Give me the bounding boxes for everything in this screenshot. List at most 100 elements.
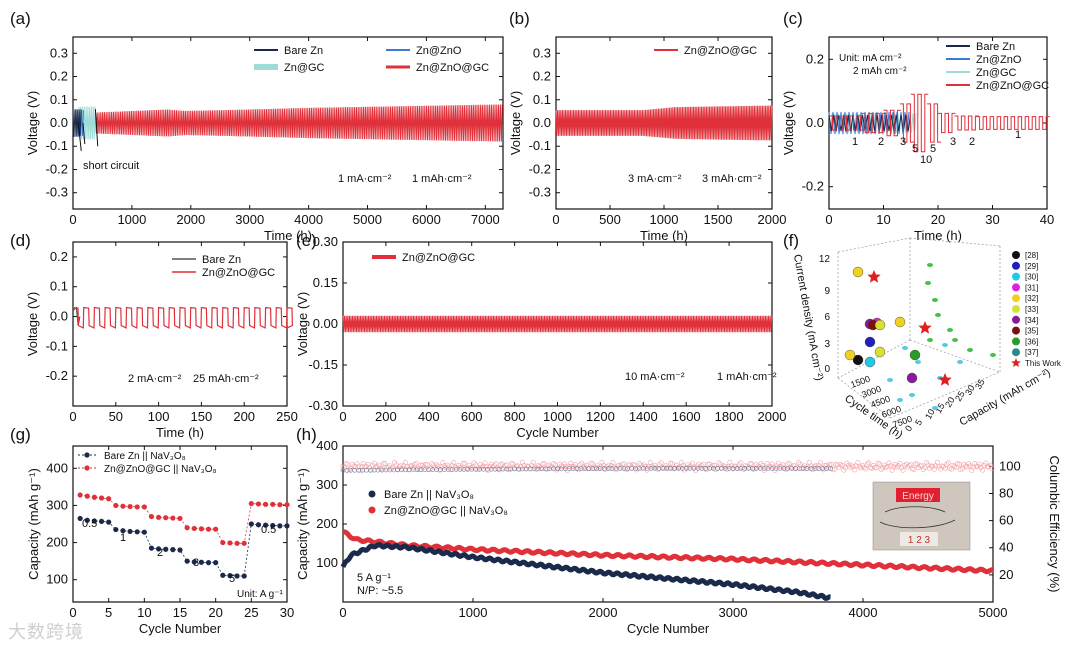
- series-zn-zno-gc-segment: [910, 93, 929, 153]
- ce-point-zgc: [891, 464, 897, 470]
- y-tick-label: 400: [46, 460, 68, 475]
- scatter-point-sphere: [864, 336, 876, 348]
- ce-point-zgc: [345, 461, 351, 467]
- data-point: [241, 540, 247, 546]
- legend-zgc-label: Zn@ZnO@GC || NaV₃O₈: [104, 464, 217, 475]
- ce-point-zgc: [989, 465, 995, 471]
- this-work-star: [867, 270, 881, 283]
- annotation-current: 1 mA·cm⁻²: [338, 173, 392, 185]
- legend-bare-label: Bare Zn || NaV₃O₈: [104, 451, 186, 462]
- ce-point-zgc: [491, 463, 497, 469]
- x-tick-label: 0: [825, 212, 832, 227]
- data-point: [141, 529, 147, 535]
- ce-point-zgc: [853, 463, 859, 469]
- x-tick-label: 1200: [586, 409, 615, 424]
- ce-point-zgc: [381, 460, 387, 466]
- legend-label: [31]: [1025, 283, 1038, 292]
- x-tick-label: 600: [461, 409, 483, 424]
- data-point: [248, 521, 254, 527]
- x-tick-label: 1800: [715, 409, 744, 424]
- ce-point-zgc: [738, 460, 744, 466]
- ce-point-zgc: [906, 463, 912, 469]
- rate-label: 1: [120, 532, 126, 544]
- y2-tick-label: 40: [999, 540, 1013, 555]
- panel-e: 0 200 400 600 800 1000 1200 1400 1600 1800 2000 -0.…: [295, 231, 786, 440]
- series-zn-zno-gc-segment: [954, 115, 979, 131]
- x-tick-label: 2000: [758, 409, 787, 424]
- z-tick-label: 6: [824, 312, 830, 323]
- y-tick-label: -0.2: [529, 161, 551, 176]
- y-tick-label: 0.2: [50, 249, 68, 264]
- axis-3d-frame: [837, 237, 911, 253]
- ce-point-zgc: [621, 461, 627, 467]
- legend-label: [34]: [1025, 316, 1038, 325]
- legend-bare-swatch: [368, 490, 376, 498]
- ce-point-zgc: [694, 463, 700, 469]
- annotation-short-circuit: short circuit: [83, 160, 139, 172]
- y-tick-label: 0.2: [806, 51, 824, 66]
- ce-point-zgc: [413, 460, 419, 466]
- short-circuit-arrow: [94, 109, 99, 147]
- watermark-text: 大数跨境: [8, 622, 84, 642]
- x-axis-label: Time (h): [640, 228, 688, 243]
- legend-bare-swatch: [84, 452, 90, 458]
- panel-label-d: (d): [10, 231, 31, 250]
- series-zn-zno-gc: [94, 104, 503, 142]
- data-point: [177, 515, 183, 522]
- scatter-point-small: [957, 360, 963, 364]
- ce-point-zgc: [382, 461, 388, 467]
- ce-point-zgc: [878, 466, 884, 472]
- annotation-current: 2 mA·cm⁻²: [128, 373, 182, 385]
- panel-label-f: (f): [783, 231, 799, 250]
- ce-point-zgc: [407, 463, 413, 469]
- x-tick-label: 1000: [117, 212, 146, 227]
- rate-label: 10: [920, 154, 932, 166]
- scatter-point-small: [897, 398, 903, 402]
- x-tick-label: 0: [69, 212, 76, 227]
- ce-point-zgc: [597, 464, 603, 470]
- y2-tick-label: 20: [999, 567, 1013, 582]
- series-bare-zn: [72, 306, 81, 326]
- ce-point-zgc: [969, 467, 975, 473]
- ce-point-bare: [738, 466, 744, 471]
- ce-point-zgc: [900, 467, 906, 473]
- y-tick-label: -0.30: [308, 398, 338, 413]
- ce-point-zgc: [599, 459, 605, 465]
- scatter-point-sphere: [874, 319, 886, 331]
- scatter-point-sphere: [844, 349, 856, 361]
- annotation-rate: 5 A g⁻¹: [357, 572, 391, 584]
- ce-point-zgc: [873, 465, 879, 471]
- data-point: [277, 502, 283, 508]
- data-point: [98, 518, 105, 525]
- rate-label: 3: [193, 557, 199, 569]
- legend-marker: [1012, 337, 1020, 346]
- x-tick-label: 0: [339, 605, 346, 620]
- ce-point-zgc: [872, 465, 878, 471]
- ce-point-zgc: [636, 460, 642, 466]
- ce-point-zgc: [905, 464, 911, 470]
- x-tick-label: 4000: [294, 212, 323, 227]
- data-point: [284, 523, 290, 529]
- scatter-point-small: [947, 328, 953, 332]
- scatter-point-sphere: [909, 349, 921, 361]
- ce-point-zgc: [856, 463, 862, 469]
- ce-point-zgc: [493, 461, 499, 467]
- ce-point-zgc: [931, 466, 937, 472]
- data-point: [198, 559, 204, 565]
- ce-point-zgc: [888, 463, 894, 469]
- legend-zn-zno-gc-label: Zn@ZnO@GC: [202, 267, 275, 279]
- ce-point-zgc: [655, 466, 661, 472]
- x-tick-label: 0: [69, 605, 76, 620]
- scatter-point-small: [927, 263, 933, 267]
- legend-marker: [1012, 251, 1020, 259]
- panel-label-e: (e): [296, 231, 317, 250]
- panel-d: 0 50 100 150 200 250 -0.2 -0.1 0.0 0.1 0.2 Time (h)…: [10, 231, 298, 440]
- y-tick-label: -0.2: [46, 161, 68, 176]
- y-tick-label: 0.00: [313, 316, 338, 331]
- ce-point-zgc: [761, 467, 767, 473]
- ce-point-zgc: [396, 464, 402, 470]
- data-point: [84, 517, 90, 523]
- data-point: [227, 573, 233, 579]
- data-point: [156, 514, 162, 520]
